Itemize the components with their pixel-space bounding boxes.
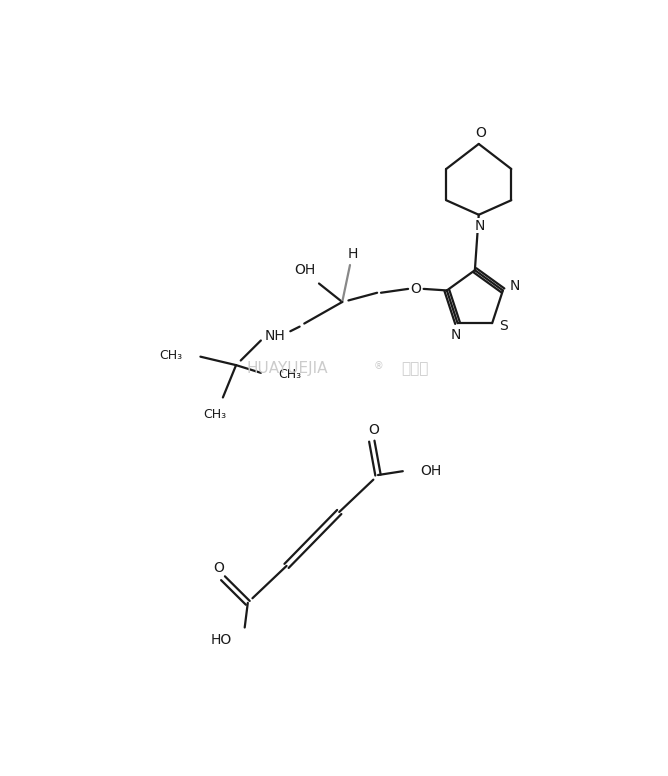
Text: O: O — [368, 424, 379, 438]
Text: CH₃: CH₃ — [203, 408, 226, 421]
Text: CH₃: CH₃ — [160, 349, 182, 362]
Text: N: N — [509, 279, 520, 293]
Text: O: O — [475, 126, 486, 140]
Text: CH₃: CH₃ — [278, 368, 301, 381]
Text: S: S — [498, 319, 508, 333]
Text: OH: OH — [295, 262, 316, 277]
Text: ®: ® — [373, 361, 383, 371]
Text: HUAYUEJIA: HUAYUEJIA — [246, 362, 328, 376]
Text: N: N — [451, 327, 461, 341]
Text: HO: HO — [210, 632, 232, 647]
Text: O: O — [410, 282, 422, 296]
Text: N: N — [475, 219, 486, 233]
Text: O: O — [213, 561, 224, 575]
Text: OH: OH — [420, 464, 441, 478]
Text: NH: NH — [265, 329, 285, 343]
Text: 化学加: 化学加 — [401, 362, 429, 376]
Text: H: H — [347, 248, 357, 262]
